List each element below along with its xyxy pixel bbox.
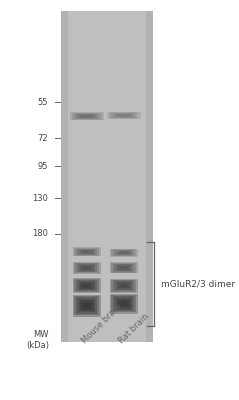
Bar [68,11,146,342]
Bar [109,294,138,314]
Bar [74,279,99,292]
Bar [76,114,97,119]
Bar [117,282,130,289]
Bar [73,295,101,316]
Bar [117,251,130,255]
Bar [83,251,90,253]
Bar [78,114,95,118]
Bar [109,112,138,119]
Bar [78,264,95,272]
Bar [122,302,125,305]
Bar [111,249,136,256]
Bar [85,304,88,307]
Text: 95: 95 [37,162,48,171]
Bar [113,264,134,272]
Text: Rat brain: Rat brain [117,312,151,346]
Bar [85,285,88,287]
Bar [118,283,129,288]
Bar [74,248,99,256]
Bar [78,249,95,254]
Bar [111,263,136,273]
Bar [111,113,136,118]
Bar [80,250,94,254]
Bar [76,263,97,272]
Bar [120,266,127,269]
Bar [72,113,102,120]
Bar [107,112,141,119]
Bar [115,298,132,310]
Bar [85,267,88,268]
Bar [76,280,97,291]
Bar [117,299,130,309]
Bar [117,265,130,270]
Bar [81,266,92,270]
Text: mGluR2/3 dimer: mGluR2/3 dimer [161,279,235,288]
Bar [85,116,89,117]
Bar [117,114,130,117]
Bar [74,113,99,119]
Bar [80,282,94,290]
Bar [109,279,138,293]
Bar [61,11,153,342]
Bar [81,250,92,254]
Bar [111,280,136,292]
Bar [120,284,127,288]
Bar [80,265,94,271]
Bar [113,250,134,256]
Bar [122,267,125,268]
Bar [78,281,95,290]
Bar [73,248,101,256]
Bar [111,295,136,312]
Text: 180: 180 [32,229,48,238]
Text: 55: 55 [37,98,48,107]
Bar [119,114,128,116]
Bar [122,285,125,286]
Bar [115,114,132,117]
Bar [115,281,132,290]
Bar [74,296,99,315]
Bar [80,300,94,311]
Bar [81,283,92,288]
Bar [73,278,101,293]
Bar [76,298,97,314]
Bar [78,299,95,312]
Bar [83,266,90,269]
Text: MW
(kDa): MW (kDa) [26,330,49,350]
Bar [120,252,127,254]
Bar [74,262,99,273]
Bar [82,115,91,117]
Bar [85,251,88,252]
Text: 72: 72 [37,134,48,143]
Bar [118,251,129,254]
Bar [70,112,104,120]
Bar [83,284,90,288]
Bar [118,300,129,307]
Bar [113,280,134,291]
Bar [109,249,138,257]
Bar [115,250,132,255]
Bar [113,296,134,311]
Bar [81,302,92,310]
Bar [73,262,101,274]
Bar [109,262,138,273]
Bar [121,115,126,116]
Bar [122,252,125,253]
Bar [80,115,93,118]
Text: 130: 130 [32,194,48,202]
Bar [76,248,97,255]
Bar [83,303,90,308]
Bar [115,264,132,271]
Bar [118,266,129,270]
Bar [120,301,127,306]
Text: Mouse brain: Mouse brain [80,302,123,346]
Bar [113,113,134,118]
